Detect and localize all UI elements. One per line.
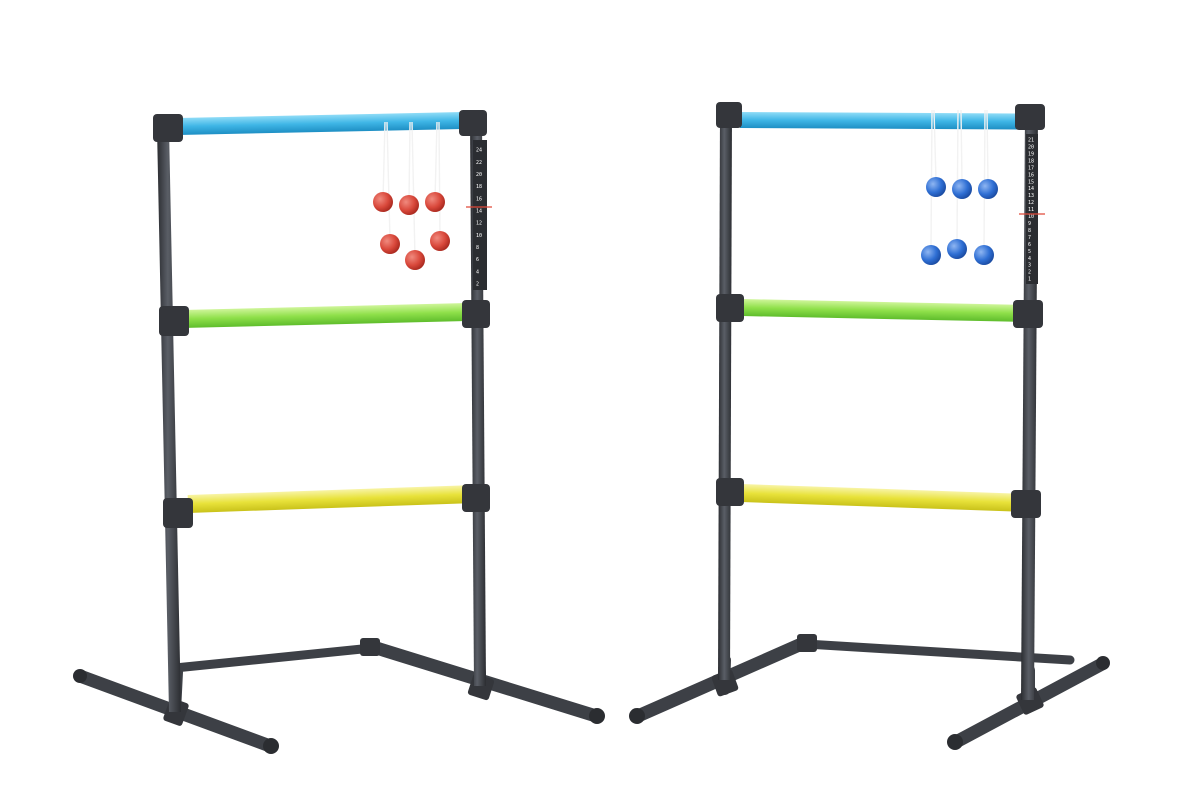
score-number: 9 [1028, 221, 1031, 227]
score-number: 8 [476, 245, 479, 251]
blue-ball [921, 245, 941, 265]
score-number: 6 [1028, 242, 1031, 248]
right-middle-rung [741, 299, 1027, 322]
score-number: 22 [476, 160, 482, 166]
blue-ball [978, 179, 998, 199]
score-number: 6 [476, 257, 479, 263]
right-bottom-rung [741, 484, 1025, 512]
red-ball [425, 192, 445, 212]
score-number: 10 [1028, 214, 1034, 220]
right-bolas [921, 109, 998, 265]
score-number: 15 [1028, 179, 1034, 185]
right-ladder-joints [716, 102, 1045, 518]
right-top-rung [739, 112, 1026, 130]
left-ladder-joints [153, 110, 490, 528]
left-ladder-base [73, 639, 603, 753]
blue-ball [947, 239, 967, 259]
score-number: 16 [476, 196, 482, 202]
red-ball [373, 192, 393, 212]
score-number: 8 [1028, 228, 1031, 234]
score-number: 4 [1028, 256, 1031, 262]
blue-ball [974, 245, 994, 265]
left-bolas [373, 121, 450, 270]
score-number: 24 [476, 148, 482, 154]
score-number: 11 [1028, 207, 1034, 213]
score-number: 14 [1028, 186, 1034, 192]
red-ball [430, 231, 450, 251]
score-number: 18 [1028, 158, 1034, 164]
score-number: 20 [476, 172, 482, 178]
score-number: 20 [1028, 145, 1034, 151]
left-middle-rung [181, 302, 473, 328]
score-number: 7 [1028, 235, 1031, 241]
score-number: 4 [476, 269, 479, 275]
score-number: 2 [476, 282, 479, 288]
score-number: 16 [1028, 172, 1034, 178]
left-top-rung [177, 111, 469, 135]
score-number: 17 [1028, 165, 1034, 171]
blue-ball [952, 179, 972, 199]
left-ladder: 24 22 20 18 16 14 12 10 8 6 4 2 [73, 110, 605, 754]
score-number: 12 [476, 221, 482, 227]
score-number: 3 [1028, 263, 1031, 269]
blue-ball [926, 177, 946, 197]
score-number: 10 [476, 233, 482, 239]
red-ball [380, 234, 400, 254]
score-number: 5 [1028, 249, 1031, 255]
score-number: 2 [1028, 270, 1031, 276]
red-ball [405, 250, 425, 270]
score-number: 1 [1028, 277, 1031, 283]
score-number: 19 [1028, 151, 1034, 157]
left-bottom-rung [187, 485, 473, 513]
score-number: 21 [1028, 138, 1034, 144]
score-number: 12 [1028, 200, 1034, 206]
left-scoreboard: 24 22 20 18 16 14 12 10 8 6 4 2 [466, 140, 492, 290]
score-number: 13 [1028, 193, 1034, 199]
score-number: 14 [476, 209, 482, 215]
red-ball [399, 195, 419, 215]
score-number: 18 [476, 184, 482, 190]
